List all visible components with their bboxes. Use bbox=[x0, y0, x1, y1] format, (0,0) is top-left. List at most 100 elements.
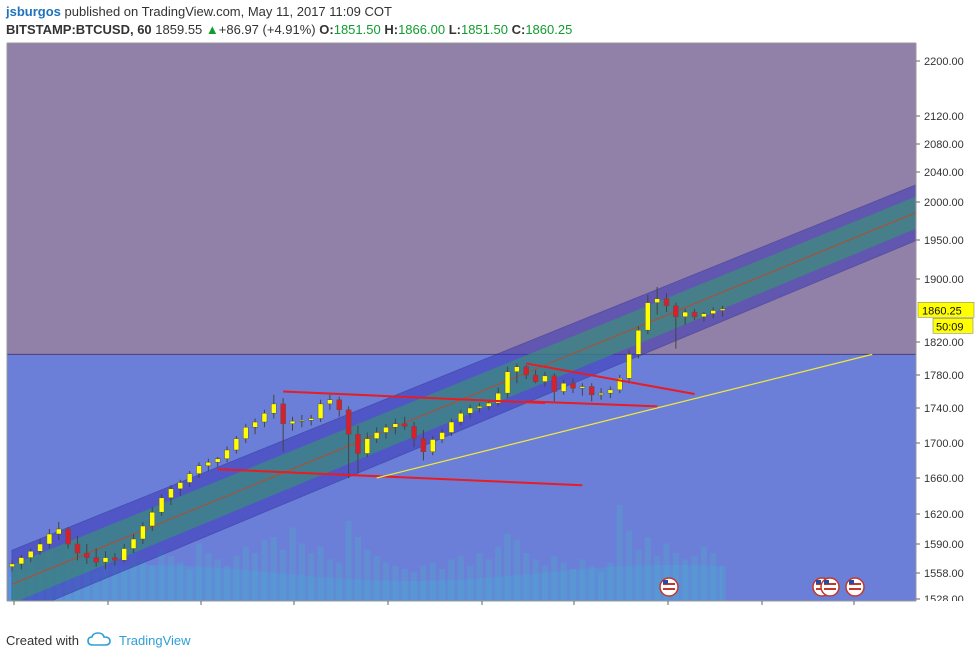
candle-body bbox=[607, 389, 614, 394]
us-flag-icon bbox=[849, 580, 854, 584]
candle-body bbox=[373, 432, 380, 439]
volume-bar bbox=[214, 559, 221, 601]
candle-body bbox=[532, 374, 539, 382]
volume-bar bbox=[93, 572, 100, 601]
candle-body bbox=[243, 427, 249, 439]
candle-body bbox=[280, 403, 286, 424]
volume-bar bbox=[289, 527, 296, 601]
candle-body bbox=[598, 392, 604, 396]
tradingview-logo-icon bbox=[87, 632, 111, 649]
candle-body bbox=[364, 438, 371, 454]
candle-body bbox=[149, 511, 155, 527]
volume-bar bbox=[149, 565, 156, 601]
candle-body bbox=[504, 371, 511, 394]
candle-body bbox=[392, 423, 399, 428]
volume-bar bbox=[270, 537, 277, 601]
y-tick-label: 2040.00 bbox=[924, 167, 964, 179]
candle-body bbox=[486, 402, 492, 407]
up-arrow-icon: ▲ bbox=[205, 22, 219, 37]
volume-bar bbox=[495, 546, 502, 601]
volume-bar bbox=[616, 505, 623, 601]
candle-body bbox=[411, 426, 417, 439]
volume-bar bbox=[205, 553, 212, 601]
y-tick-label: 1660.00 bbox=[924, 473, 964, 485]
candle-body bbox=[121, 548, 127, 561]
candle-body bbox=[299, 420, 305, 422]
candle-body bbox=[654, 298, 660, 303]
volume-bar bbox=[541, 565, 548, 601]
candle-body bbox=[158, 497, 165, 513]
volume-bar bbox=[532, 559, 539, 601]
candle-body bbox=[140, 525, 146, 540]
volume-bar bbox=[672, 553, 679, 601]
y-tick-label: 1740.00 bbox=[924, 403, 964, 415]
candle-body bbox=[617, 378, 623, 391]
open-value: 1851.50 bbox=[333, 22, 381, 37]
last-price-label: 1860.25 bbox=[922, 305, 962, 317]
candle-body bbox=[205, 462, 212, 466]
volume-bar bbox=[476, 553, 483, 601]
candle-body bbox=[74, 543, 81, 554]
candle-body bbox=[345, 409, 352, 435]
close-label: C: bbox=[511, 22, 526, 37]
candle-body bbox=[514, 366, 520, 372]
candle-body bbox=[65, 528, 71, 545]
volume-bar bbox=[177, 562, 184, 601]
candle-body bbox=[523, 366, 529, 376]
volume-bar bbox=[252, 553, 259, 601]
price-chart[interactable]: 2200.00 2120.00 2080.00 2040.00 2000.00 1950.… bbox=[0, 41, 975, 606]
volume-bar bbox=[429, 562, 436, 601]
candle-body bbox=[719, 308, 726, 311]
author-link[interactable]: jsburgos bbox=[6, 4, 61, 19]
candle-body bbox=[448, 421, 455, 433]
countdown-tag bbox=[932, 318, 974, 334]
volume-bar bbox=[121, 569, 128, 601]
volume-bar bbox=[626, 530, 633, 601]
y-tick-label: 1558.00 bbox=[924, 568, 964, 580]
volume-bar bbox=[467, 565, 474, 601]
volume-bar bbox=[588, 565, 595, 601]
volume-bar bbox=[523, 553, 530, 601]
y-tick-label: 2000.00 bbox=[924, 197, 964, 209]
volume-bar bbox=[448, 559, 455, 601]
candle-body bbox=[84, 552, 90, 558]
volume-bar bbox=[420, 565, 427, 601]
volume-bar bbox=[139, 559, 146, 601]
volume-bar bbox=[485, 559, 492, 601]
candle-body bbox=[102, 557, 109, 563]
volume-bar bbox=[719, 565, 726, 601]
y-tick-label: 1780.00 bbox=[924, 370, 964, 382]
volume-bar bbox=[644, 537, 651, 601]
candle-body bbox=[130, 538, 137, 549]
volume-bar bbox=[691, 556, 698, 601]
candle-body bbox=[327, 399, 333, 405]
candle-body bbox=[317, 403, 324, 419]
us-flag-icon bbox=[849, 588, 861, 590]
candle-body bbox=[430, 439, 436, 452]
volume-bar bbox=[317, 546, 324, 601]
candle-body bbox=[467, 407, 473, 414]
volume-bar bbox=[158, 549, 165, 601]
y-tick-label: 1620.00 bbox=[924, 509, 964, 521]
volume-bar bbox=[579, 559, 586, 601]
low-value: 1851.50 bbox=[460, 22, 508, 37]
candle-body bbox=[495, 392, 501, 404]
volume-bar bbox=[224, 565, 231, 601]
tradingview-link[interactable]: TradingView bbox=[118, 633, 191, 648]
volume-bar bbox=[682, 559, 689, 601]
volume-bar bbox=[700, 546, 707, 601]
created-with-text: Created with bbox=[6, 633, 79, 648]
candle-body bbox=[56, 528, 62, 535]
candle-body bbox=[289, 420, 296, 424]
volume-bar bbox=[233, 556, 240, 601]
us-flag-icon bbox=[663, 583, 675, 585]
volume-bar bbox=[345, 521, 352, 601]
volume-bar bbox=[354, 537, 361, 601]
volume-bar bbox=[635, 549, 642, 601]
volume-bar bbox=[607, 562, 614, 601]
candle-body bbox=[439, 432, 445, 440]
us-flag-icon bbox=[663, 588, 675, 590]
candle-body bbox=[233, 438, 240, 451]
trendline-red bbox=[526, 362, 695, 395]
volume-bar bbox=[196, 543, 202, 601]
